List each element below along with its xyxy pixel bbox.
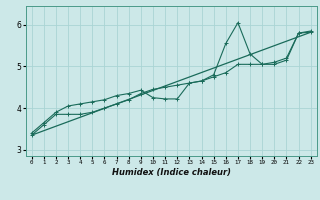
X-axis label: Humidex (Indice chaleur): Humidex (Indice chaleur) — [112, 168, 231, 177]
